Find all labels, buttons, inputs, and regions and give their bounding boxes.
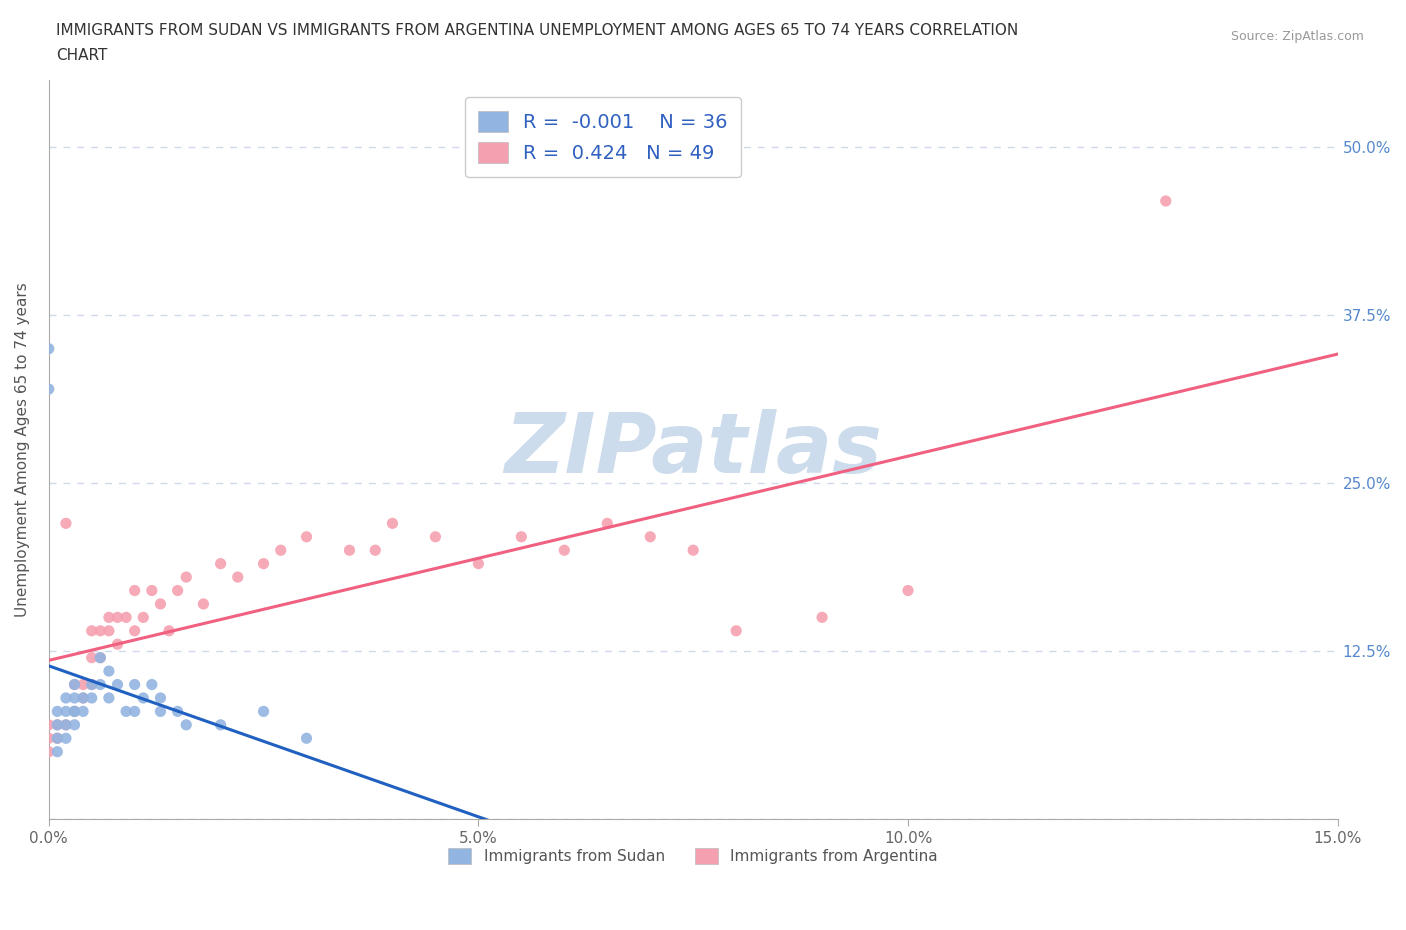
Point [72,704,94,719]
Point [80,677,103,692]
Point [252,704,274,719]
Point [63,717,86,732]
Point [226,570,249,585]
Point [149,690,172,705]
Text: ZIPatlas: ZIPatlas [505,409,882,490]
Point [38,341,60,356]
Point [149,596,172,611]
Point [166,704,188,719]
Point [425,529,447,544]
Text: IMMIGRANTS FROM SUDAN VS IMMIGRANTS FROM ARGENTINA UNEMPLOYMENT AMONG AGES 65 TO: IMMIGRANTS FROM SUDAN VS IMMIGRANTS FROM… [56,23,1018,38]
Point [174,717,197,732]
Point [381,516,404,531]
Point [638,529,661,544]
Point [115,610,138,625]
Point [46,731,69,746]
Point [63,690,86,705]
Point [46,704,69,719]
Point [682,543,704,558]
Point [141,677,163,692]
Point [46,717,69,732]
Point [596,516,619,531]
Point [510,529,533,544]
Legend: Immigrants from Sudan, Immigrants from Argentina: Immigrants from Sudan, Immigrants from A… [443,842,943,870]
Point [55,717,77,732]
Point [63,677,86,692]
Point [295,731,318,746]
Point [80,623,103,638]
Point [295,529,318,544]
Point [124,704,146,719]
Point [97,690,120,705]
Point [897,583,920,598]
Point [46,731,69,746]
Point [72,690,94,705]
Point [1154,193,1177,208]
Point [55,717,77,732]
Point [38,717,60,732]
Point [97,623,120,638]
Point [157,623,180,638]
Point [132,610,155,625]
Point [270,543,292,558]
Point [149,704,172,719]
Point [89,623,111,638]
Point [63,704,86,719]
Point [72,677,94,692]
Point [166,583,188,598]
Point [553,543,575,558]
Point [339,543,361,558]
Point [467,556,489,571]
Point [115,704,138,719]
Point [55,704,77,719]
Point [174,570,197,585]
Point [80,677,103,692]
Point [46,717,69,732]
Point [97,610,120,625]
Point [811,610,834,625]
Point [124,677,146,692]
Point [193,596,215,611]
Point [63,677,86,692]
Point [89,650,111,665]
Point [97,664,120,679]
Point [80,650,103,665]
Point [132,690,155,705]
Point [63,704,86,719]
Point [141,583,163,598]
Point [38,381,60,396]
Point [38,744,60,759]
Point [209,717,232,732]
Point [252,556,274,571]
Point [107,610,129,625]
Point [55,731,77,746]
Point [725,623,748,638]
Point [55,690,77,705]
Point [364,543,387,558]
Point [124,583,146,598]
Point [72,690,94,705]
Point [124,623,146,638]
Point [209,556,232,571]
Text: Source: ZipAtlas.com: Source: ZipAtlas.com [1230,30,1364,43]
Point [80,690,103,705]
Point [38,731,60,746]
Point [55,516,77,531]
Point [89,650,111,665]
Y-axis label: Unemployment Among Ages 65 to 74 years: Unemployment Among Ages 65 to 74 years [15,282,30,617]
Point [46,744,69,759]
Text: CHART: CHART [56,48,108,63]
Point [107,677,129,692]
Point [107,637,129,652]
Point [63,704,86,719]
Point [89,677,111,692]
